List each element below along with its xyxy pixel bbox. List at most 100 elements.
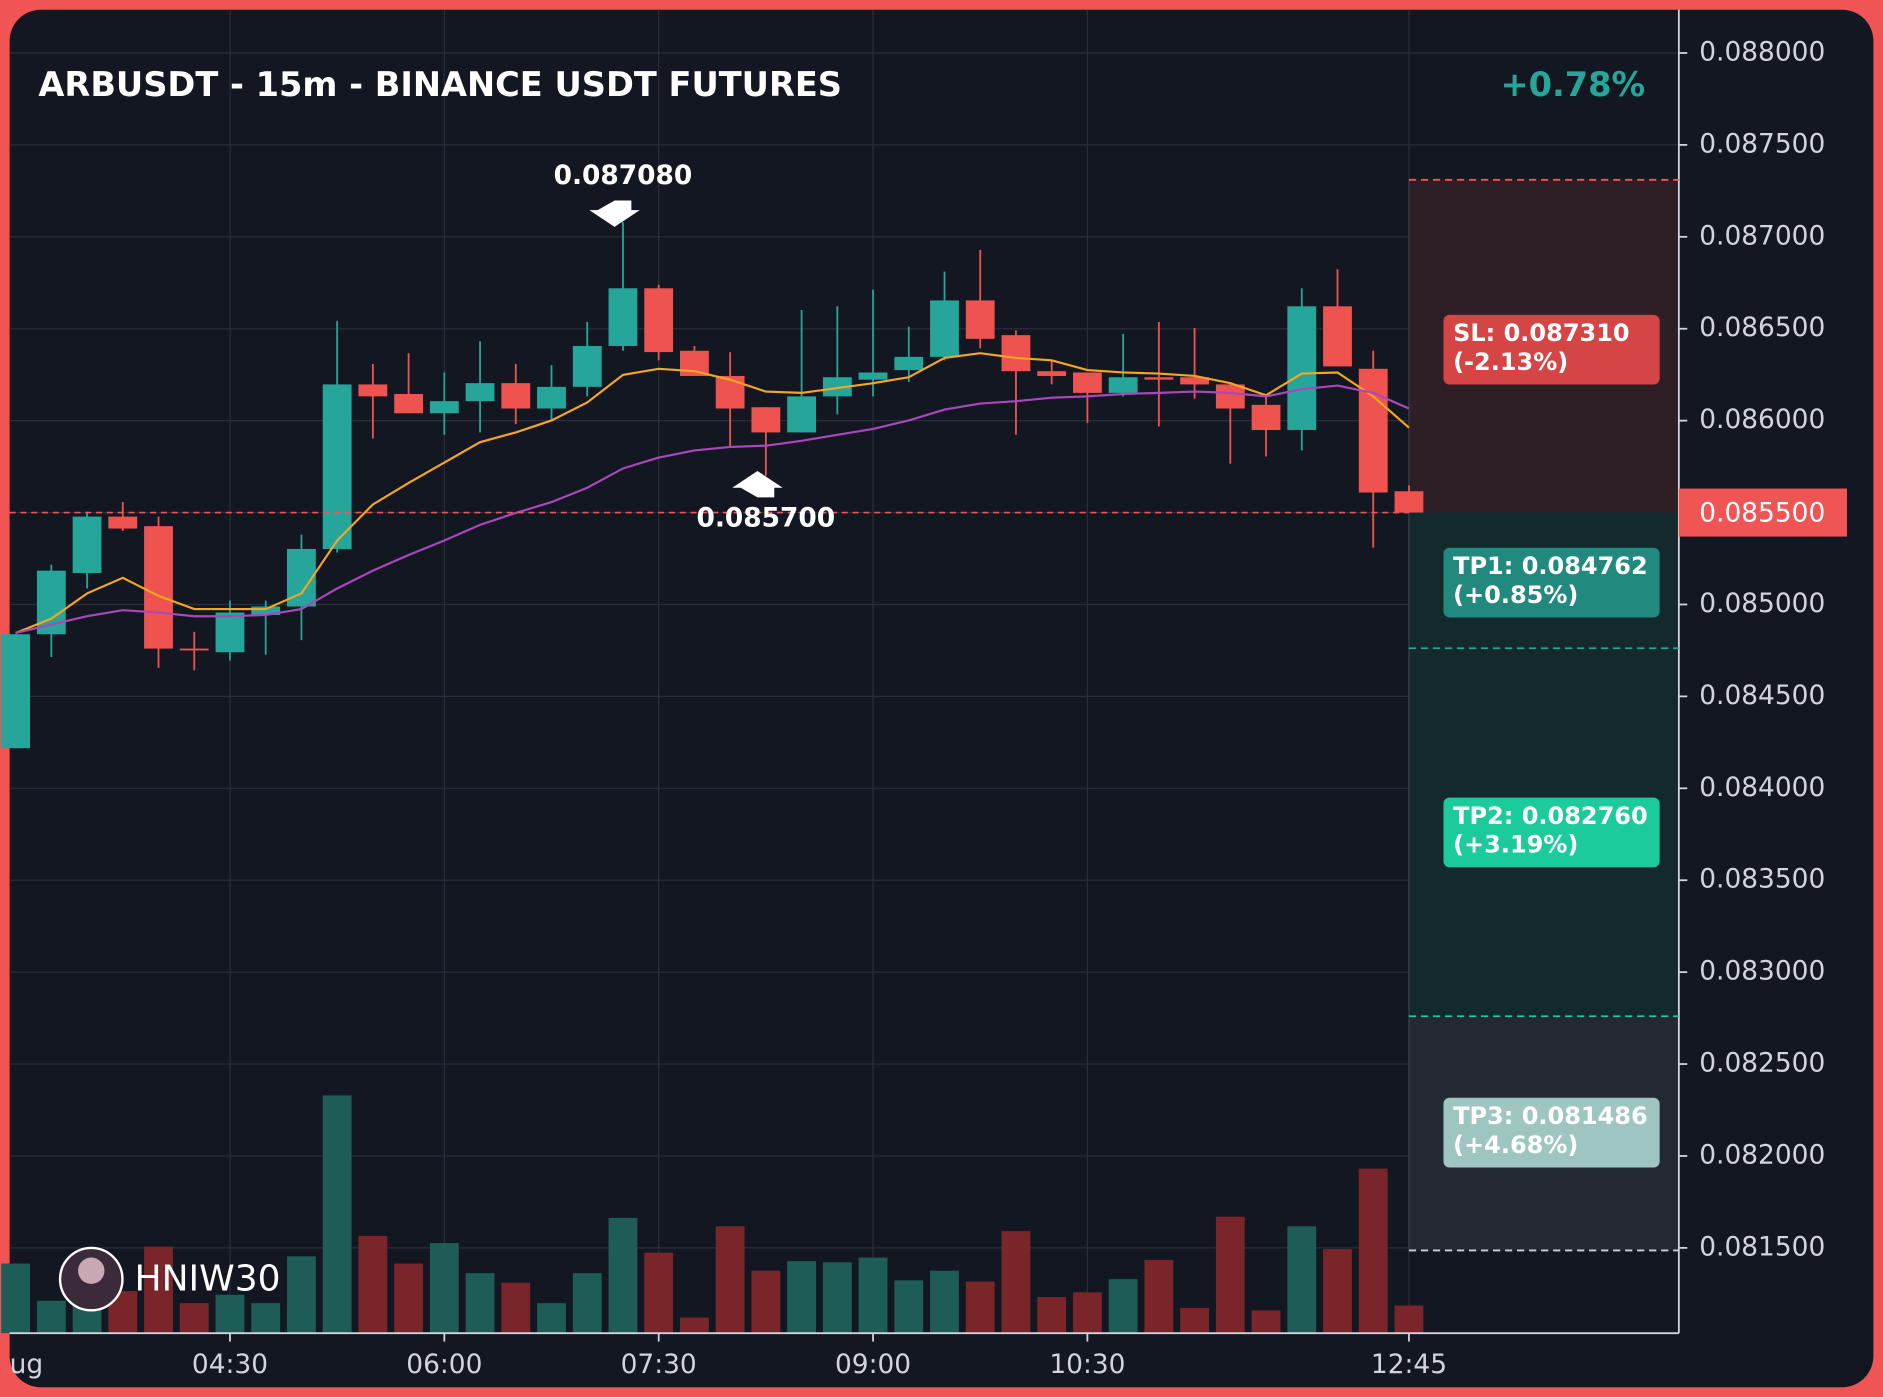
volume-bar — [215, 1294, 245, 1334]
candle-body — [72, 516, 102, 574]
last-price-tag — [1678, 488, 1847, 537]
volume-bar — [822, 1262, 852, 1334]
volume-bar — [1001, 1231, 1031, 1334]
candle-body — [1215, 384, 1245, 409]
y-tick-label: 0.084500 — [1699, 680, 1825, 711]
level-note: (+3.19%) — [1453, 831, 1578, 859]
grid — [9, 9, 1679, 1334]
low-label: 0.085700 — [697, 503, 836, 534]
candle-body — [894, 356, 924, 371]
ma-line — [15, 384, 1410, 635]
candle-body — [930, 300, 959, 357]
volume-bar — [1215, 1216, 1245, 1334]
y-tick-label: 0.087500 — [1699, 128, 1825, 159]
avatar-face — [78, 1257, 105, 1284]
candle-body — [1251, 404, 1281, 431]
volume-bar — [894, 1280, 924, 1334]
high-arrow — [589, 200, 640, 227]
ma-line — [15, 352, 1410, 634]
volume-bar — [787, 1261, 817, 1334]
candle-body — [215, 612, 245, 653]
candle-body — [644, 288, 674, 353]
y-tick-label: 0.087000 — [1699, 220, 1825, 251]
volume-bar — [1251, 1310, 1281, 1334]
y-tick-label: 0.084000 — [1699, 772, 1825, 803]
candle-body — [537, 386, 566, 409]
candle-body — [251, 606, 281, 615]
y-tick-label: 0.086500 — [1699, 312, 1825, 343]
candle-body — [1287, 306, 1317, 431]
volume-bar — [1358, 1168, 1388, 1334]
volume-bar — [608, 1217, 638, 1334]
volume-bar — [1287, 1226, 1317, 1334]
volume-bar — [930, 1270, 959, 1334]
candle-body — [465, 383, 495, 402]
candle-body — [1394, 491, 1424, 513]
volume-bar — [1108, 1279, 1138, 1334]
level-box — [1443, 314, 1660, 385]
x-tick-label: 10:30 — [1049, 1349, 1125, 1380]
level-label: TP3: 0.081486 — [1453, 1102, 1648, 1130]
volume-bar — [537, 1303, 566, 1334]
volume-bar — [501, 1282, 531, 1334]
candle-body — [1037, 371, 1067, 376]
y-tick-label: 0.082500 — [1699, 1048, 1825, 1079]
watermark-text: HNIW30 — [135, 1258, 281, 1299]
volume-bar — [358, 1235, 388, 1334]
candle-body — [1144, 377, 1174, 380]
plot — [1, 222, 1424, 749]
candle-body — [144, 526, 173, 649]
volume-bar — [715, 1226, 745, 1334]
chart-title: ARBUSDT - 15m - BINANCE USDT FUTURES — [38, 65, 842, 104]
watermark: HNIW30 — [58, 1246, 281, 1312]
axes: 0.088000 0.087500 0.087000 0.086500 0.086000… — [10, 36, 1826, 1380]
volume-bar — [429, 1243, 459, 1334]
candle-body — [787, 396, 817, 433]
y-tick-label: 0.085000 — [1699, 588, 1825, 619]
candle-body — [1358, 368, 1388, 493]
candle-body — [108, 516, 138, 529]
candle-body — [322, 384, 352, 549]
candle-body — [358, 384, 388, 397]
panel — [9, 9, 1874, 1388]
candle-body — [429, 401, 459, 414]
candle-body — [394, 393, 424, 414]
level-note: (+0.85%) — [1453, 581, 1578, 609]
volume-bar — [322, 1095, 352, 1334]
volume-bar — [179, 1303, 209, 1334]
candle-body — [1, 634, 31, 749]
y-tick-label: 0.083000 — [1699, 956, 1825, 987]
volume-bar — [36, 1300, 66, 1334]
y-tick-label: 0.083500 — [1699, 864, 1825, 895]
volume-bar — [751, 1270, 781, 1334]
volume-bar — [1394, 1305, 1424, 1334]
x-tick-label: ug — [10, 1349, 44, 1380]
candle-body — [715, 375, 745, 409]
volume-bar — [965, 1281, 995, 1334]
volume-bar — [144, 1246, 173, 1334]
volume-bar — [1037, 1297, 1067, 1334]
volume-bar — [465, 1273, 495, 1334]
x-tick-label: 04:30 — [192, 1349, 268, 1380]
level-label: TP2: 0.082760 — [1453, 802, 1648, 830]
volume-bar — [1, 1263, 31, 1334]
y-tick-label: 0.081500 — [1699, 1231, 1825, 1262]
level-box — [1443, 547, 1660, 618]
x-tick-label: 07:30 — [621, 1349, 697, 1380]
change: +0.78% — [1500, 65, 1645, 104]
candle-body — [608, 288, 638, 347]
level-note: (-2.13%) — [1453, 348, 1568, 376]
y-tick-label: 0.082000 — [1699, 1139, 1825, 1170]
volume-bar — [1323, 1249, 1352, 1334]
level-label: TP1: 0.084762 — [1453, 552, 1648, 580]
candle-body — [858, 372, 888, 380]
y-tick-label: 0.088000 — [1699, 36, 1825, 67]
volume-bar — [644, 1252, 674, 1334]
high-label: 0.087080 — [554, 160, 693, 191]
candle-body — [1323, 306, 1352, 367]
volume-bar — [858, 1257, 888, 1334]
low-arrow — [732, 470, 783, 498]
x-tick-label: 12:45 — [1371, 1349, 1447, 1380]
candle-body — [1072, 372, 1102, 393]
